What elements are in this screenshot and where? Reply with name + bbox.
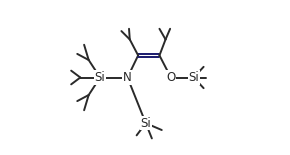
- Text: O: O: [166, 71, 175, 84]
- Text: Si: Si: [188, 71, 199, 84]
- Text: Si: Si: [95, 71, 106, 84]
- Text: Si: Si: [140, 117, 151, 130]
- Text: N: N: [123, 71, 132, 84]
